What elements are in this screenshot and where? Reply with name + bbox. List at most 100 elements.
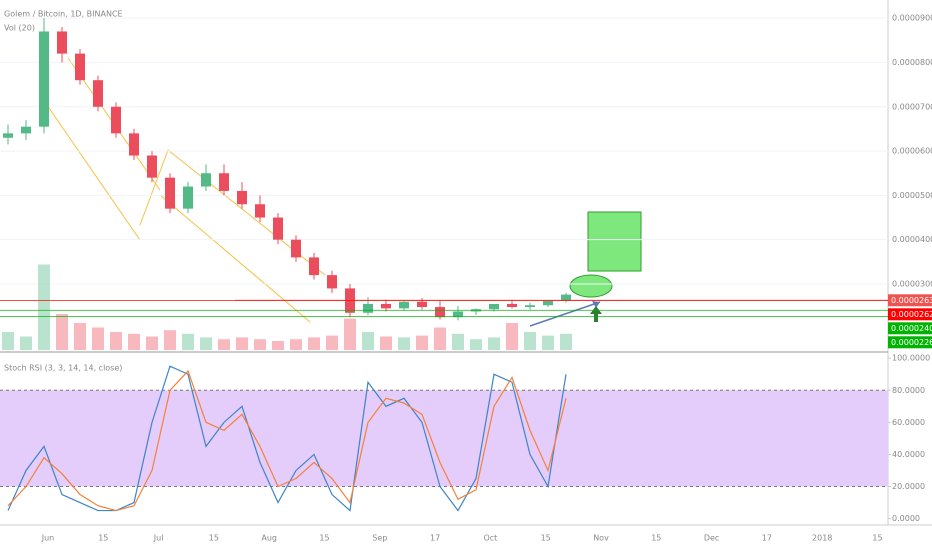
volume-bar — [416, 335, 428, 350]
volume-bar — [542, 335, 554, 350]
y-tick-label: 0.00006000 — [892, 147, 932, 156]
candle-body — [219, 173, 229, 191]
candle-body — [453, 311, 463, 318]
price-label-box — [888, 294, 932, 307]
x-tick-label: Jun — [41, 534, 55, 543]
volume-bar — [362, 332, 374, 350]
candle-body — [525, 305, 535, 308]
candle-body — [255, 204, 265, 218]
price-label: 0.00002632 — [891, 296, 932, 305]
volume-bar — [290, 339, 302, 350]
volume-bar — [488, 337, 500, 350]
stoch-line — [7, 369, 567, 512]
candle-body — [327, 275, 337, 289]
candle-body — [57, 31, 67, 54]
y-tick-label: 0.00009000 — [892, 14, 932, 23]
candle-body — [543, 300, 553, 306]
candle-body — [381, 303, 391, 309]
y-tick-label: 20.0000 — [892, 482, 925, 491]
candle-body — [489, 303, 499, 310]
volume-bar — [236, 337, 248, 350]
y-tick-label: 0.00007000 — [892, 102, 932, 111]
candle-body — [273, 217, 283, 240]
candle-body — [561, 294, 571, 301]
volume-bar — [146, 336, 158, 350]
x-tick-label: 15 — [209, 534, 219, 543]
x-tick-label: 2018 — [812, 534, 832, 543]
y-tick-label: 60.0000 — [892, 418, 925, 427]
price-label-box — [888, 336, 932, 349]
x-tick-label: Nov — [593, 534, 609, 543]
volume-bar — [2, 332, 14, 350]
volume-bar — [452, 333, 464, 350]
y-tick-label: 40.0000 — [892, 450, 925, 459]
volume-bar — [200, 337, 212, 350]
trend-arrow — [529, 301, 601, 327]
candle-body — [75, 53, 85, 81]
candle-body — [129, 133, 139, 156]
x-tick-label: 15 — [98, 534, 108, 543]
volume-bar — [470, 339, 482, 350]
price-label: 0.00002405 — [891, 324, 932, 333]
candle-body — [399, 301, 409, 309]
volume-bar — [398, 337, 410, 350]
chart-title: Golem / Bitcoin, 1D, BINANCE — [4, 10, 123, 19]
volume-bar — [110, 332, 122, 350]
channel-line — [39, 94, 141, 241]
volume-bar — [92, 327, 104, 350]
candle-body — [237, 190, 247, 205]
y-tick-label: 100.0000 — [892, 354, 930, 363]
candle-body — [183, 186, 193, 209]
y-tick-label: 80.0000 — [892, 386, 925, 395]
y-tick-label: 0.00004000 — [892, 235, 932, 244]
channel-line — [139, 149, 169, 226]
x-tick-label: 15 — [541, 534, 551, 543]
price-label-box — [888, 308, 932, 321]
candle-body — [435, 307, 445, 318]
volume-bar — [344, 318, 356, 350]
candle-body — [165, 177, 175, 209]
y-tick-label: 0.00008000 — [892, 58, 932, 67]
candle-body — [3, 133, 13, 138]
x-tick-label: 15 — [319, 534, 329, 543]
volume-bar — [434, 327, 446, 350]
volume-bar — [380, 336, 392, 350]
x-tick-label: 17 — [430, 534, 440, 543]
trend-arrow-head — [592, 301, 600, 308]
volume-bar — [218, 339, 230, 350]
x-tick-label: Dec — [704, 534, 719, 543]
volume-bar — [182, 333, 194, 350]
volume-bar — [524, 332, 536, 350]
stoch-line — [7, 365, 567, 512]
volume-label: Vol (20) — [4, 24, 35, 33]
candle-body — [147, 155, 157, 178]
volume-bar — [164, 330, 176, 350]
x-tick-label: 15 — [872, 534, 882, 543]
volume-bar — [20, 336, 32, 350]
x-tick-label: Oct — [483, 534, 497, 543]
candle-body — [309, 257, 319, 276]
target-ellipse — [569, 274, 613, 298]
candle-body — [291, 239, 301, 258]
volume-bar — [308, 337, 320, 350]
target-box — [587, 211, 642, 272]
x-tick-label: 15 — [651, 534, 661, 543]
candle-body — [417, 301, 427, 308]
price-label: 0.00002628 — [891, 310, 932, 319]
y-tick-label: 0.00005000 — [892, 191, 932, 200]
candle-body — [201, 173, 211, 187]
volume-bar — [272, 341, 284, 350]
y-tick-label: 0.00003000 — [892, 279, 932, 288]
price-label-box — [888, 322, 932, 335]
volume-bar — [56, 314, 68, 350]
y-tick-label: 0.0000 — [892, 514, 920, 523]
candle-body — [39, 31, 49, 127]
volume-bar — [560, 333, 572, 350]
candle-body — [507, 303, 517, 308]
candle-body — [93, 80, 103, 107]
x-tick-label: Jul — [153, 534, 164, 543]
x-tick-label: Aug — [261, 534, 277, 543]
stoch-band — [0, 390, 888, 487]
price-label: 0.00002266 — [891, 338, 932, 347]
